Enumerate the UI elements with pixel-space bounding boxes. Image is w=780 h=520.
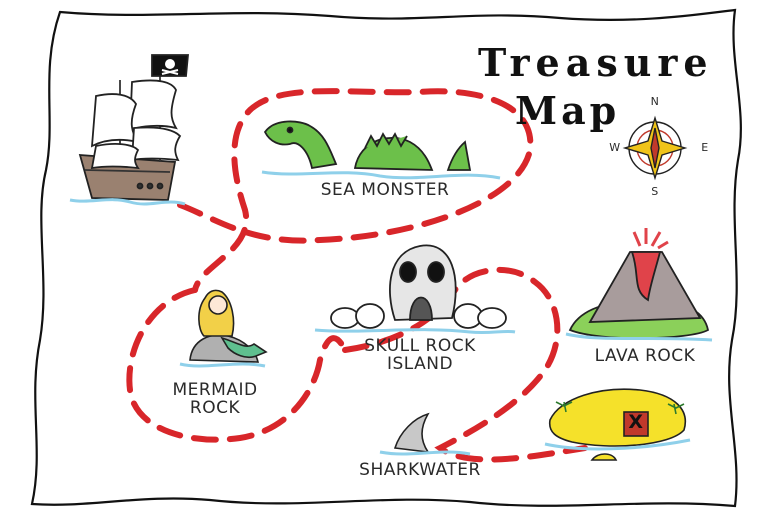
skull-rock-label-line1: SKULL ROCK [364,336,476,356]
skull-rock [330,244,507,329]
rock [355,303,385,329]
monster-hump-spines [364,132,408,149]
compass-west-label: W [609,141,621,154]
parchment-border [30,8,742,508]
compass-north-label: N [650,95,660,108]
sea-monster-label: SEA MONSTER [320,180,450,200]
monster-hump [353,137,434,171]
mermaid-water [179,362,266,368]
treasure-island [548,388,687,461]
flag-skull-icon [165,59,175,69]
sea-monster-water [261,170,501,180]
mermaid-rock-label-line2: ROCK [189,397,241,418]
map-title-line1: Treasure [478,40,714,85]
map-title-line2: Map [515,88,621,133]
lava-rock-label: LAVA ROCK [594,346,696,366]
skull-rock-water [314,328,516,335]
mermaid-tail [220,336,268,359]
pirate-ship [78,54,189,201]
lava-spray [632,228,669,250]
ship-sail [129,79,178,132]
volcano-island [568,228,710,340]
small-islet [590,453,618,461]
ship-water [69,198,186,206]
treasure-water [544,438,691,451]
lava-flow [630,251,662,302]
palm-tree-icon [555,401,573,413]
ship-sail [90,143,140,170]
compass-east-label: E [701,141,709,154]
skull-rock-label-line2: ISLAND [386,353,454,374]
volcano-water [565,332,713,342]
route-loop-sea-monster [177,88,534,293]
route-mermaid-loop [126,287,348,443]
shark-water [379,450,471,456]
compass-rose [622,115,688,181]
ship-sail [131,126,182,162]
cannon-port [146,182,154,190]
treasure-x-label: X [628,411,644,433]
monster-tail [446,140,472,171]
mermaid [189,289,268,363]
compass-south-label: S [651,185,659,198]
palm-tree-icon [667,403,685,415]
sand-island [548,388,687,447]
sharkwater-label: SHARKWATER [359,460,481,480]
cannon-port [136,182,144,190]
mermaid-face [208,295,228,315]
shark-fin [393,412,430,454]
sea-monster [263,120,472,171]
rock [330,307,360,329]
ship-sail [90,93,140,148]
mermaid-rock-label: MERMAID ROCK [160,380,270,418]
skull-rock-label: SKULL ROCK ISLAND [355,336,485,374]
cannon-port [156,182,164,190]
flag-crossbones-icon [161,69,179,75]
mermaid-rock-label-line1: MERMAID [172,380,258,400]
treasure-x-marker [623,411,649,437]
monster-head [263,120,338,170]
rock [477,307,507,329]
